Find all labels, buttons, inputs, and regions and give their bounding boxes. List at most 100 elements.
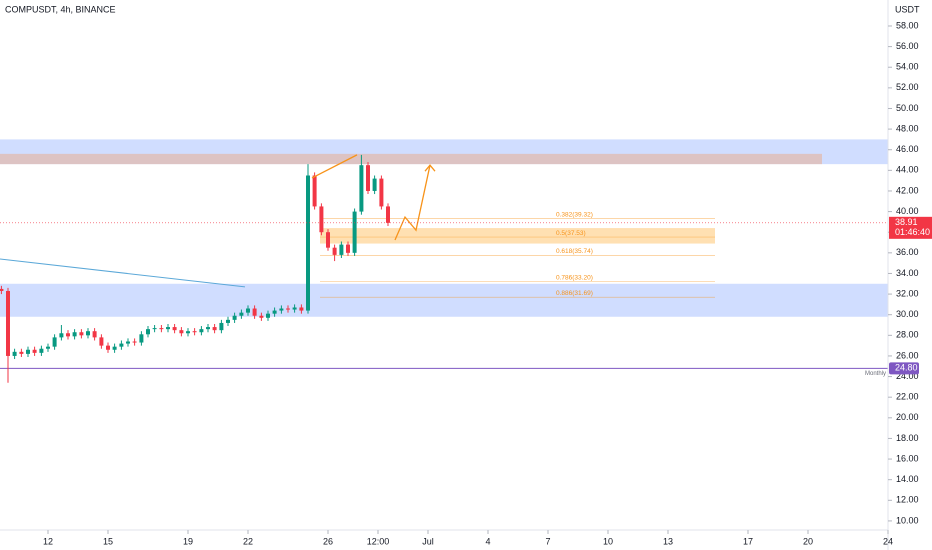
y-tick-label: 18.00 xyxy=(896,433,919,443)
candle-body xyxy=(246,308,250,313)
candle-body xyxy=(306,175,310,311)
fib-label: 0.886(31.69) xyxy=(556,290,593,297)
candle-body xyxy=(199,329,204,333)
candle-body xyxy=(119,343,124,347)
plot-area: 0.382(39.32) 0.5(37.53) 0.618(35.74) 0.786(… xyxy=(0,139,888,383)
candle-body xyxy=(99,337,104,346)
candle-body xyxy=(272,310,277,314)
x-tick-label: 13 xyxy=(663,536,673,546)
candle-body xyxy=(159,328,164,330)
y-tick-label: 50.00 xyxy=(896,103,919,113)
candle-body xyxy=(132,341,137,343)
x-tick-label: 12:00 xyxy=(367,536,390,546)
y-tick-label: 30.00 xyxy=(896,309,919,319)
candle-body xyxy=(39,348,44,353)
candle-body xyxy=(299,307,304,311)
trendline xyxy=(0,258,246,288)
level-badge-label: 24.80 xyxy=(895,363,918,373)
y-tick-label: 48.00 xyxy=(896,123,919,133)
y-tick-label: 32.00 xyxy=(896,288,919,298)
candle-body xyxy=(212,327,217,331)
candle-body xyxy=(52,337,57,347)
chart-title: COMPUSDT, 4h, BINANCE xyxy=(5,4,116,14)
x-tick-label: 26 xyxy=(323,536,333,546)
candle-body xyxy=(232,315,237,320)
candle-body xyxy=(372,178,377,191)
fib-label: 0.5(37.53) xyxy=(556,230,586,237)
level-badge xyxy=(889,362,919,375)
x-tick-label: 7 xyxy=(545,536,550,546)
candle-body xyxy=(379,178,384,207)
x-tick-label: 20 xyxy=(803,536,813,546)
y-tick-label: 36.00 xyxy=(896,247,919,257)
fib-box xyxy=(320,228,715,244)
candle-body xyxy=(86,331,90,336)
candle-body xyxy=(292,307,297,310)
candle-body xyxy=(172,327,177,331)
projection-arrowhead xyxy=(424,164,436,172)
y-tick-label: 28.00 xyxy=(896,330,919,340)
y-tick-label: 16.00 xyxy=(896,453,919,463)
x-tick-label: 4 xyxy=(485,536,490,546)
candle-body xyxy=(0,288,4,291)
candle-body xyxy=(32,349,37,353)
candle-body xyxy=(192,331,197,333)
candle-body xyxy=(152,328,157,330)
candle-body xyxy=(6,290,10,356)
fib-label: 0.618(35.74) xyxy=(556,248,593,255)
projection xyxy=(394,165,431,241)
x-tick-label: Jul xyxy=(422,536,434,546)
y-tick-label: 34.00 xyxy=(896,268,919,278)
y-tick-label: 58.00 xyxy=(896,20,919,30)
x-tick-label: 10 xyxy=(603,536,613,546)
x-tick-label: 12 xyxy=(43,536,53,546)
candle-body xyxy=(146,329,150,335)
candle-body xyxy=(46,346,50,349)
candle-body xyxy=(352,211,357,253)
candle-body xyxy=(386,206,390,223)
y-tick-label: 12.00 xyxy=(896,495,919,505)
candle-body xyxy=(66,333,70,337)
x-tick-label: 15 xyxy=(103,536,113,546)
candle-body xyxy=(259,315,264,318)
y-tick-label: 40.00 xyxy=(896,206,919,216)
candle-body xyxy=(252,308,257,316)
candle-body xyxy=(266,313,270,318)
y-tick-label: 42.00 xyxy=(896,185,919,195)
projection xyxy=(311,154,358,179)
candle-body xyxy=(186,331,190,334)
candle-body xyxy=(166,327,170,330)
y-tick-label: 44.00 xyxy=(896,165,919,175)
candle-body xyxy=(79,332,84,336)
candle-body xyxy=(239,312,244,316)
candle-body xyxy=(312,175,317,207)
y-tick-label: 10.00 xyxy=(896,515,919,525)
candle-body xyxy=(106,345,110,350)
fib-label: 0.786(33.20) xyxy=(556,274,593,281)
y-tick-label: 54.00 xyxy=(896,62,919,72)
candle-body xyxy=(12,351,17,356)
y-tick-label: 56.00 xyxy=(896,41,919,51)
candle-body xyxy=(92,331,97,338)
candle-body xyxy=(112,346,117,350)
x-tick-label: 19 xyxy=(183,536,193,546)
currency-label: USDT xyxy=(895,4,920,14)
last-price-badge xyxy=(889,216,932,239)
candle-body xyxy=(279,308,284,311)
monthly-label: Monthly xyxy=(865,371,886,377)
candle-body xyxy=(286,308,290,310)
y-tick-label: 46.00 xyxy=(896,144,919,154)
x-tick-label: 24 xyxy=(883,536,893,546)
y-tick-label: 26.00 xyxy=(896,350,919,360)
y-tick-label: 14.00 xyxy=(896,474,919,484)
candle-body xyxy=(226,319,230,323)
candle-body xyxy=(339,244,344,255)
candle-body xyxy=(219,322,224,331)
y-tick-label: 20.00 xyxy=(896,412,919,422)
candle-body xyxy=(26,349,30,354)
y-tick-label: 24.00 xyxy=(896,371,919,381)
x-tick-label: 17 xyxy=(743,536,753,546)
candle-body xyxy=(346,244,350,253)
